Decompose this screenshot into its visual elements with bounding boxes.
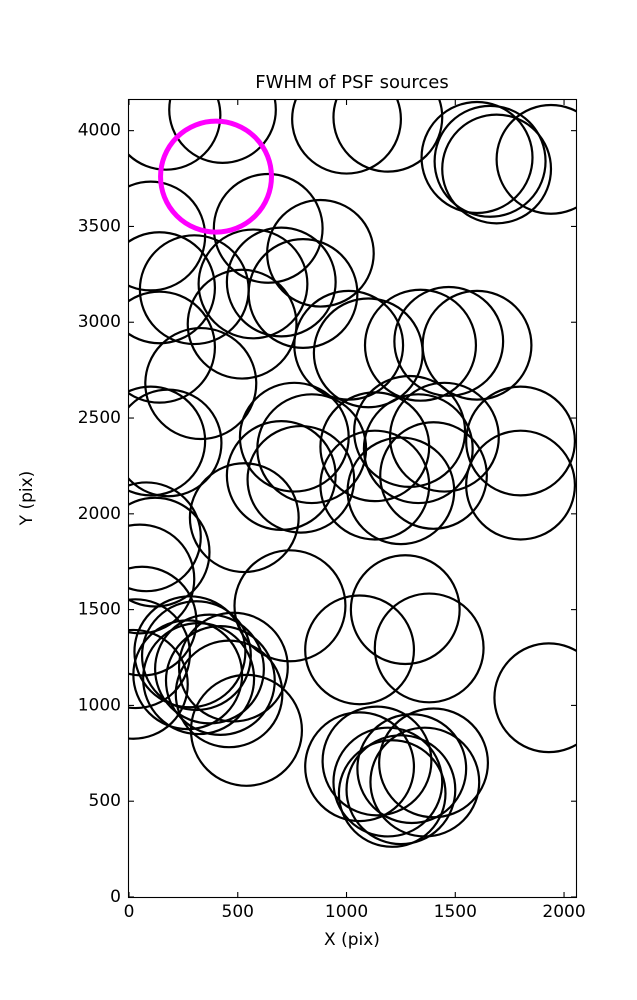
page-title: FWHM of PSF sources — [255, 72, 449, 93]
source-circle — [129, 598, 191, 710]
source-circle — [356, 713, 468, 825]
y-tick-label: 2500 — [78, 408, 121, 428]
source-circle — [168, 100, 277, 164]
source-circle — [133, 595, 247, 709]
source-circle — [174, 639, 284, 749]
y-tick-label: 3500 — [78, 216, 121, 236]
highlighted-source-circle — [158, 118, 274, 235]
source-circle — [197, 228, 309, 340]
source-circle — [378, 707, 490, 819]
source-circle — [142, 622, 256, 736]
source-circle — [129, 100, 222, 171]
axes-frame — [127, 98, 578, 899]
data-points-layer — [129, 100, 576, 848]
source-circle — [140, 600, 252, 712]
y-tick-label: 2000 — [78, 504, 121, 524]
y-axis-ticks: 0 500 1000 1500 2000 2500 3000 3500 4000 — [78, 121, 576, 907]
source-circle — [421, 289, 533, 401]
source-circle — [246, 424, 356, 534]
source-circle — [373, 592, 485, 704]
y-tick-label: 1000 — [78, 695, 121, 715]
x-axis-label: X (pix) — [324, 930, 380, 950]
source-circle — [332, 100, 444, 173]
x-tick-label: 1500 — [434, 902, 477, 922]
y-tick-label: 500 — [89, 791, 121, 811]
source-circle — [465, 385, 576, 497]
plot-title-group: FWHM of PSF sources — [255, 72, 449, 93]
source-circle — [177, 611, 289, 723]
source-circle — [233, 549, 347, 663]
source-circle — [188, 462, 300, 574]
source-circle — [363, 288, 478, 402]
x-tick-label: 500 — [222, 902, 254, 922]
plot-background — [128, 99, 577, 898]
source-circle — [129, 290, 217, 404]
source-circle — [420, 100, 534, 215]
source-circle — [247, 238, 359, 349]
y-axis-label: Y (pix) — [17, 471, 37, 527]
source-circle — [129, 231, 217, 345]
axes-spines — [127, 98, 578, 899]
source-circle — [379, 421, 488, 530]
source-circle — [129, 628, 189, 740]
source-circle — [345, 734, 457, 846]
source-circle — [337, 739, 447, 848]
source-circle — [129, 385, 207, 497]
source-circle — [393, 285, 505, 397]
source-circle — [153, 613, 265, 725]
source-circle — [164, 625, 276, 736]
source-circle — [321, 705, 433, 817]
source-circle — [225, 226, 337, 338]
x-tick-label: 0 — [124, 902, 135, 922]
y-tick-label: 4000 — [78, 121, 121, 141]
source-circle — [129, 388, 223, 498]
source-circle — [349, 554, 461, 666]
source-circle — [129, 523, 196, 635]
source-circle — [332, 726, 444, 838]
y-tick-label: 0 — [110, 887, 121, 907]
source-circle — [362, 393, 474, 505]
source-circle — [465, 429, 576, 541]
source-circle — [144, 326, 258, 441]
source-circle — [291, 100, 402, 175]
source-circle — [186, 268, 298, 380]
x-axis-ticks: 0 500 1000 1500 2000 — [124, 100, 586, 922]
source-circle — [304, 594, 416, 706]
source-circle — [238, 381, 350, 493]
x-tick-label: 2000 — [542, 902, 585, 922]
source-circle — [388, 381, 500, 493]
source-circle — [129, 481, 202, 593]
source-circle — [189, 673, 304, 787]
source-circle — [495, 103, 576, 215]
source-circle — [212, 172, 324, 284]
source-circle — [433, 104, 547, 218]
source-circle — [304, 711, 416, 823]
source-circle — [441, 113, 553, 225]
source-circle — [493, 642, 576, 754]
y-tick-label: 3000 — [78, 312, 121, 332]
source-circle — [129, 496, 211, 608]
y-tick-label: 1500 — [78, 600, 121, 620]
x-tick-label: 1000 — [325, 902, 368, 922]
